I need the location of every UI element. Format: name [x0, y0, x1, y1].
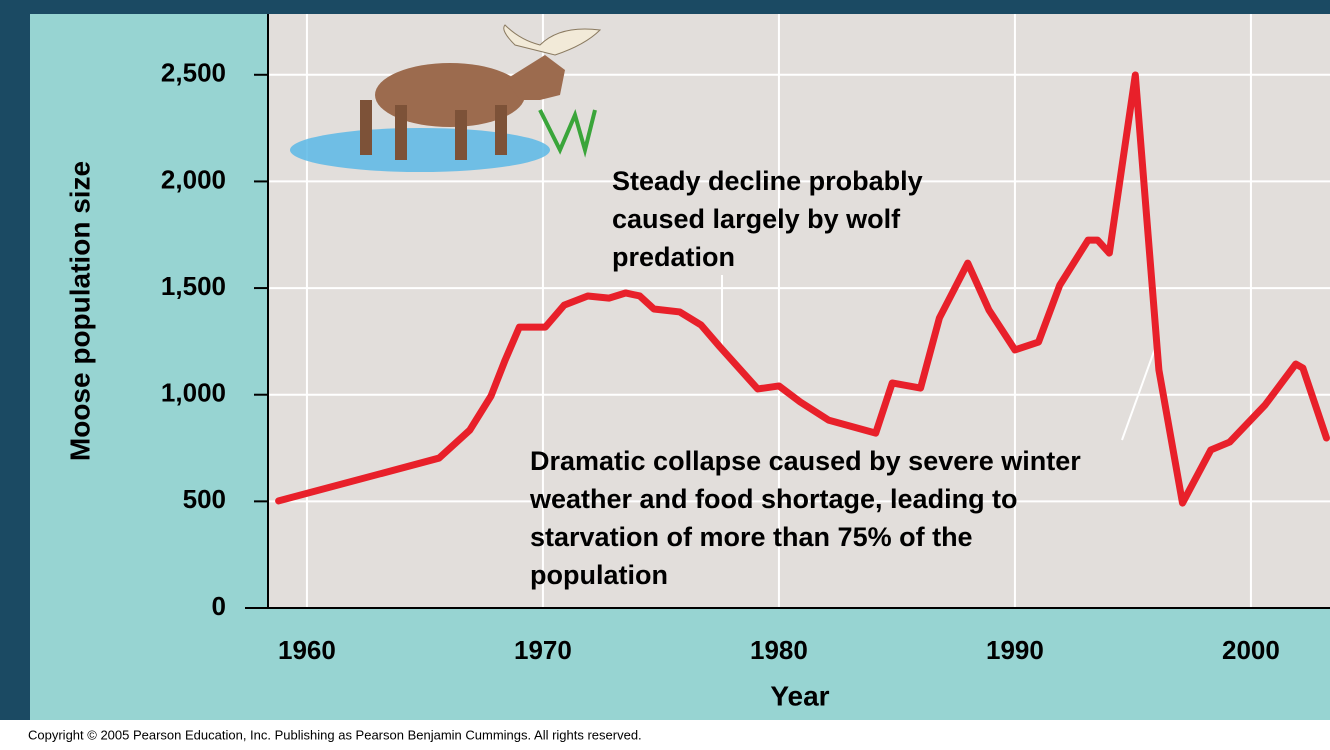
annotation: predation	[612, 242, 735, 272]
y-tick-label: 2,000	[161, 164, 226, 194]
y-tick-label: 1,000	[161, 378, 226, 408]
annotation: Dramatic collapse caused by severe winte…	[530, 446, 1081, 476]
y-axis-title: Moose population size	[64, 161, 95, 461]
copyright: Copyright © 2005 Pearson Education, Inc.…	[28, 727, 642, 742]
x-tick-label: 1970	[514, 635, 572, 665]
moose-illustration	[290, 24, 602, 172]
annotation: starvation of more than 75% of the	[530, 522, 973, 552]
data-line	[275, 71, 1330, 507]
footer-bg	[0, 720, 1330, 745]
x-tick-label: 1990	[986, 635, 1044, 665]
x-tick-label: 1980	[750, 635, 808, 665]
annotation-pointer	[1121, 342, 1158, 441]
annotation: Steady decline probably	[612, 166, 923, 196]
x-tick-label: 2000	[1222, 635, 1280, 665]
annotation: weather and food shortage, leading to	[529, 484, 1018, 514]
y-tick-label: 2,500	[161, 58, 226, 88]
x-axis-title: Year	[770, 680, 829, 711]
y-tick-label: 0	[212, 591, 226, 621]
x-tick-label: 1960	[278, 635, 336, 665]
annotation: population	[530, 560, 668, 590]
y-tick-label: 1,500	[161, 271, 226, 301]
y-tick-label: 500	[183, 484, 226, 514]
annotation: caused largely by wolf	[612, 204, 901, 234]
